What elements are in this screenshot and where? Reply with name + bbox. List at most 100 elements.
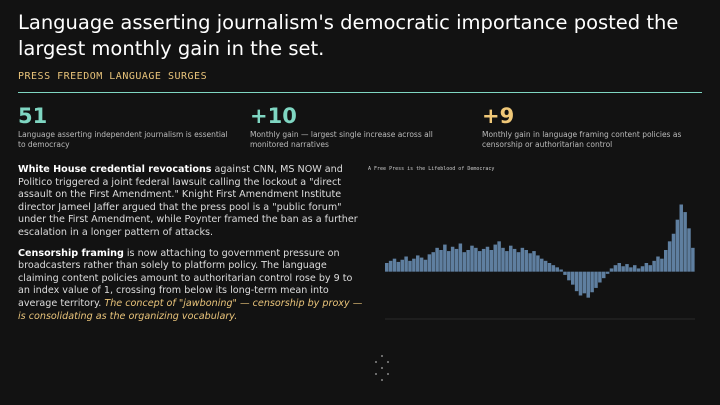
bar (462, 252, 466, 272)
bar (578, 271, 583, 296)
bar (516, 252, 521, 272)
stat-label: Monthly gain in language framing content… (482, 130, 682, 149)
bar (454, 248, 459, 272)
text: is now attaching to government pressure … (18, 247, 353, 309)
body: White House credential revocations again… (18, 164, 363, 331)
logo (375, 355, 389, 381)
paragraph: White House credential revocations again… (18, 164, 363, 240)
bar (640, 266, 645, 272)
bar (555, 267, 559, 272)
bar (505, 251, 509, 272)
bar (602, 271, 606, 279)
bar (481, 248, 486, 272)
lead: White House credential revocations (18, 164, 212, 175)
bar (625, 264, 629, 272)
bar (613, 265, 618, 272)
bar (586, 271, 590, 298)
bar (571, 271, 575, 285)
bar (667, 241, 672, 272)
kicker: PRESS FREEDOM LANGUAGE SURGES (18, 71, 208, 82)
bar (536, 255, 540, 272)
bar (431, 252, 435, 272)
bar (691, 247, 695, 272)
chart-title: A Free Press is the Lifeblood of Democra… (368, 166, 494, 172)
bar (427, 254, 432, 272)
bar (400, 259, 404, 272)
bar (652, 260, 656, 272)
chart: A Free Press is the Lifeblood of Democra… (368, 166, 695, 381)
bar (687, 228, 691, 272)
bar (466, 250, 470, 272)
title: Language asserting journalism's democrat… (18, 11, 679, 60)
emphasis: The concept of "jawboning" — censorship … (18, 297, 363, 322)
bar (392, 258, 397, 272)
bar (590, 271, 594, 293)
stat-label: Monthly gain — largest single increase a… (250, 130, 433, 149)
bar (470, 245, 474, 272)
bar (567, 271, 571, 281)
bar (419, 257, 424, 272)
bar (656, 256, 660, 272)
bar (574, 271, 579, 292)
bar (559, 269, 563, 272)
bar (485, 246, 490, 272)
stat-value: +10 (250, 104, 297, 128)
bar (439, 250, 443, 272)
bar (671, 233, 676, 272)
bar (598, 271, 602, 283)
bar (388, 260, 393, 272)
bar (396, 261, 401, 272)
bar (532, 251, 536, 272)
bar (648, 265, 652, 272)
stat: +10 Monthly gain — largest single increas… (250, 104, 465, 150)
bar (609, 268, 614, 272)
stat-value: +9 (482, 104, 515, 128)
bar (543, 260, 548, 272)
bar (528, 253, 532, 272)
lead: Censorship framing (18, 247, 124, 259)
bar (605, 271, 610, 274)
bar (594, 271, 598, 288)
bar (408, 260, 412, 272)
bar (617, 263, 621, 272)
bar (683, 212, 687, 272)
bar (633, 265, 637, 272)
bar (489, 250, 494, 272)
bar (412, 258, 416, 272)
bar (497, 241, 501, 272)
divider (18, 92, 702, 93)
bar (563, 271, 567, 275)
bar (509, 245, 513, 272)
bar (404, 256, 408, 272)
bar (664, 250, 668, 272)
bar (474, 247, 478, 272)
stat: +9 Monthly gain in language framing conte… (482, 104, 697, 150)
bar (629, 267, 633, 272)
bar (458, 243, 463, 272)
bar (443, 244, 447, 272)
bar (679, 204, 683, 272)
stat: 51 Language asserting independent journal… (18, 104, 233, 150)
text: against CNN, MS NOW and Politico trigger… (18, 164, 358, 238)
bar (493, 244, 497, 272)
bar (675, 219, 680, 272)
bar (416, 255, 420, 272)
stat-label: Language asserting independent journalis… (18, 130, 228, 149)
bar (551, 265, 556, 272)
bar (582, 271, 587, 294)
bar (447, 251, 451, 272)
bar (450, 246, 455, 272)
bar (512, 248, 517, 272)
bar (423, 259, 428, 272)
bar (520, 247, 525, 272)
bar (501, 247, 505, 272)
bar (435, 247, 439, 272)
bar (636, 268, 641, 272)
bar (644, 263, 649, 272)
bar (621, 266, 625, 272)
bar (385, 263, 389, 272)
stat-value: 51 (18, 104, 48, 128)
bar (478, 251, 482, 272)
bar (547, 263, 552, 272)
